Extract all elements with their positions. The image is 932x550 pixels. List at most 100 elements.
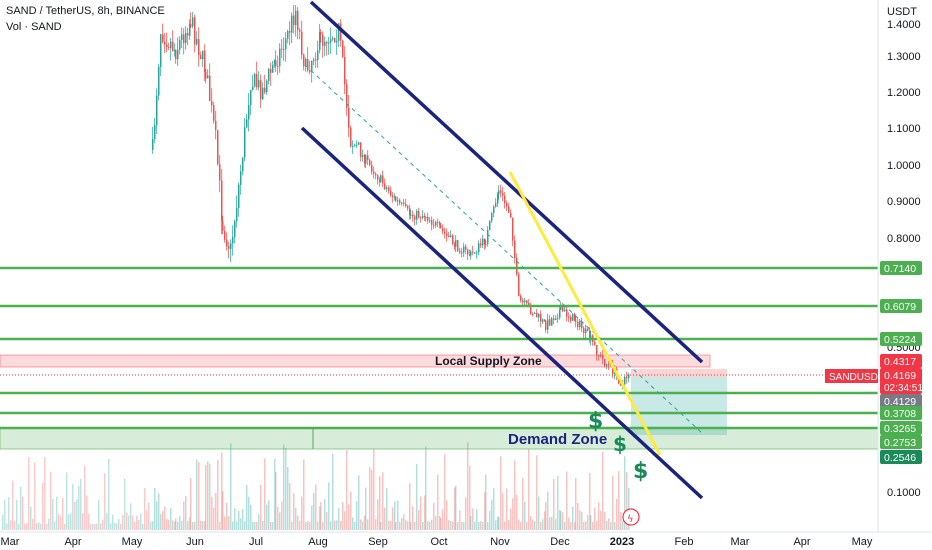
volume-bar xyxy=(397,500,399,530)
volume-bar xyxy=(566,471,568,530)
volume-bar xyxy=(134,521,136,530)
candle-body xyxy=(422,215,424,218)
volume-bar xyxy=(493,488,495,530)
volume-bar xyxy=(338,507,340,530)
candle-body xyxy=(559,310,561,318)
candle-body xyxy=(583,328,585,333)
volume-bar xyxy=(512,498,514,530)
price-tick-label: 1.2000 xyxy=(887,87,921,99)
candle-body xyxy=(295,10,297,26)
volume-bar xyxy=(128,515,130,530)
volume-bar xyxy=(540,521,542,530)
volume-bar xyxy=(380,521,382,530)
candle-body xyxy=(386,187,388,189)
volume-bar xyxy=(217,459,219,530)
volume-bar xyxy=(604,511,606,530)
candle-body xyxy=(399,200,401,203)
time-axis-ticks: Mar Apr May Jun Jul Aug Sep Oct Nov Dec 2023 Feb Mar… xyxy=(1,536,873,548)
candle-body xyxy=(166,44,168,48)
volume-bar xyxy=(555,518,557,530)
volume-bar xyxy=(360,519,362,530)
volume-bar xyxy=(472,508,474,530)
candle-body xyxy=(480,243,482,246)
volume-bar xyxy=(108,459,110,530)
channel-upper-line[interactable] xyxy=(309,0,704,364)
volume-bar xyxy=(463,521,465,530)
volume-bar xyxy=(202,521,204,530)
volume-bar xyxy=(342,502,344,530)
candle-body xyxy=(600,355,602,357)
candle-body xyxy=(545,321,547,330)
volume-bar xyxy=(293,493,295,530)
volume-bar xyxy=(24,523,26,530)
candle-body xyxy=(542,319,544,322)
volume-bar xyxy=(270,521,272,530)
volume-bar xyxy=(384,507,386,530)
volume-bar xyxy=(213,507,215,530)
candle-body xyxy=(279,48,281,67)
volume-bar xyxy=(272,522,274,530)
candle-body xyxy=(557,317,559,319)
channel-lower-line[interactable] xyxy=(300,126,704,500)
price-tag-bg xyxy=(880,332,922,346)
volume-bar xyxy=(557,476,559,530)
volume-bar xyxy=(612,475,614,530)
candle-body xyxy=(555,318,557,320)
candle-body xyxy=(315,59,317,61)
candle-body xyxy=(510,212,512,218)
candle-body xyxy=(435,221,437,226)
volume-bar xyxy=(222,491,224,530)
volume-bar xyxy=(330,521,332,530)
volume-bar xyxy=(346,450,348,530)
time-tick-label: Mar xyxy=(731,536,750,548)
volume-bar xyxy=(44,457,46,530)
candle-body xyxy=(248,105,250,120)
price-tag-bg xyxy=(880,261,922,275)
candle-body xyxy=(524,300,526,303)
volume-bar xyxy=(382,472,384,530)
event-icon[interactable] xyxy=(622,508,640,526)
volume-bar xyxy=(2,514,4,530)
supply-zone-label: Local Supply Zone xyxy=(435,354,542,368)
volume-bar xyxy=(277,507,279,530)
volume-bar xyxy=(106,512,108,530)
volume-bar xyxy=(437,474,439,530)
price-tag-bg xyxy=(880,406,922,420)
candle-body xyxy=(228,246,230,249)
dollar-sign-2: $ xyxy=(613,432,627,456)
volume-bar xyxy=(469,465,471,530)
volume-bar xyxy=(403,514,405,530)
volume-bar xyxy=(112,514,114,530)
candle-body xyxy=(270,68,272,73)
price-tick-label: 1.3000 xyxy=(887,51,921,63)
volume-bar xyxy=(64,523,66,530)
volume-bar xyxy=(602,451,604,530)
candle-body xyxy=(330,39,332,43)
volume-bar xyxy=(158,493,160,530)
volume-bar xyxy=(386,488,388,530)
volume-bar xyxy=(373,448,375,530)
volume-bar xyxy=(564,521,566,530)
candle-body xyxy=(362,155,364,158)
candle-body xyxy=(409,208,411,216)
candle-body xyxy=(602,355,604,360)
volume-bar xyxy=(356,501,358,530)
volume-bar xyxy=(367,519,369,530)
candle-body xyxy=(452,235,454,244)
candle-body xyxy=(224,230,226,240)
volume-bar xyxy=(275,472,277,530)
candle-body xyxy=(348,107,350,128)
yellow-trendline[interactable] xyxy=(508,171,662,456)
volume-bar xyxy=(624,456,626,530)
candle-body xyxy=(277,66,279,68)
volume-bar xyxy=(164,506,166,530)
volume-bar xyxy=(600,510,602,530)
volume-bar xyxy=(504,521,506,530)
candle-body xyxy=(291,15,293,33)
candle-body xyxy=(222,221,224,231)
candle-body xyxy=(532,313,534,315)
volume-bar xyxy=(344,511,346,530)
candle-body xyxy=(395,196,397,201)
candle-body xyxy=(230,243,232,249)
